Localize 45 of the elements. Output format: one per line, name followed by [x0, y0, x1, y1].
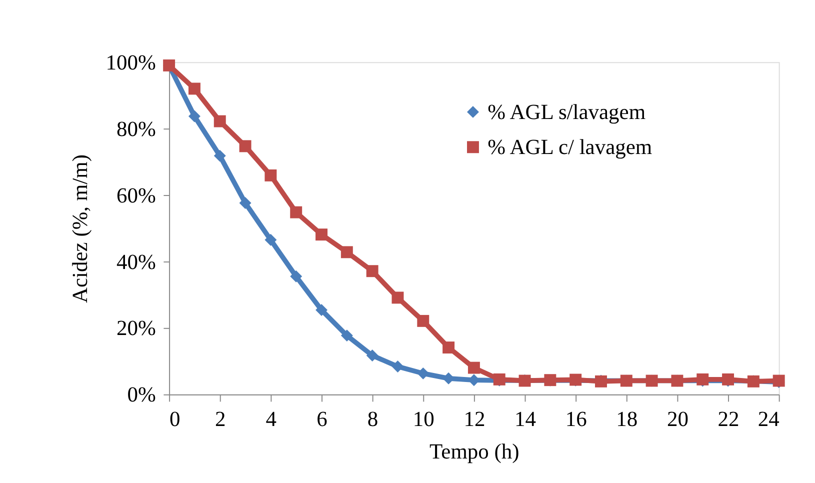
point [188, 82, 200, 95]
x-tick-label: 20 [666, 407, 688, 432]
y-tick-label: 80% [116, 116, 156, 141]
x-axis-title: Tempo (h) [430, 439, 520, 464]
point [417, 367, 430, 380]
x-tick-label: 12 [464, 407, 486, 432]
legend-label: % AGL s/lavagem [488, 100, 646, 124]
point [316, 228, 328, 241]
x-tick-label: 10 [412, 407, 434, 432]
point [290, 206, 302, 218]
point [290, 270, 302, 282]
point [340, 246, 353, 258]
point [392, 360, 404, 372]
point [214, 115, 226, 128]
x-tick-label: 22 [718, 407, 740, 432]
point [316, 304, 328, 316]
point [417, 314, 430, 327]
point [188, 110, 200, 122]
y-tick-label: 100% [106, 50, 156, 74]
point [214, 150, 226, 162]
point [239, 197, 252, 209]
y-axis-title: Acidez (%, m/m) [68, 154, 92, 303]
x-tick-label: 6 [316, 407, 328, 432]
y-tick-label: 20% [116, 316, 156, 340]
x-tick-label: 18 [616, 407, 638, 432]
point [468, 362, 480, 374]
point [264, 169, 277, 182]
x-tick-label: 14 [514, 407, 536, 432]
point [239, 140, 252, 152]
x-tick-label: 4 [266, 407, 277, 432]
x-tick-label: 2 [214, 407, 226, 432]
y-tick-label: 60% [116, 183, 156, 208]
x-tick-label: 0 [170, 407, 180, 432]
point [366, 350, 378, 362]
legend-label: % AGL c/ lavagem [488, 134, 652, 159]
y-tick-label: 0% [127, 382, 156, 407]
x-tick-label: 8 [367, 407, 378, 432]
point [366, 265, 378, 278]
point [264, 234, 277, 246]
x-tick-label: 24 [758, 407, 780, 432]
point [392, 292, 404, 304]
y-tick-label: 40% [116, 250, 156, 274]
x-tick-label: 16 [565, 407, 588, 432]
point [340, 330, 353, 342]
point [442, 342, 455, 354]
